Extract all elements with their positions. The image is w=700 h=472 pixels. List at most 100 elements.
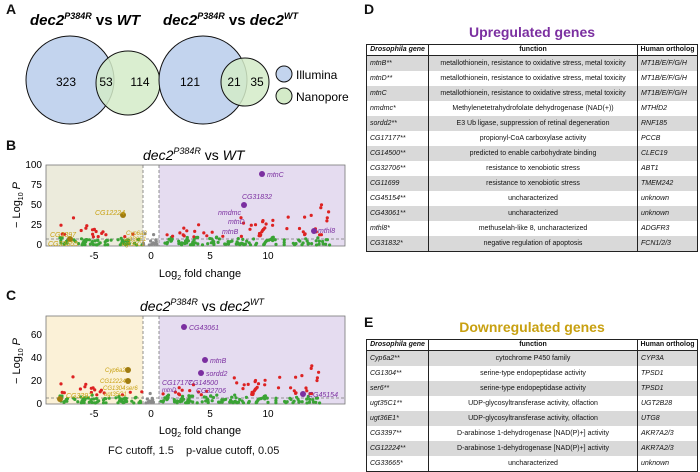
- volcano-c-frame: [45, 315, 346, 405]
- up-cell-func: resistance to xenobiotic stress: [428, 161, 638, 176]
- volcano-b-point: [264, 222, 268, 226]
- down-row: CG1304** serine-type endopeptidase activi…: [366, 366, 698, 381]
- up-cell-ortho: MT1B/E/F/G/H: [637, 71, 698, 86]
- volcano-b-point: [152, 242, 157, 246]
- volcano-b-point: [304, 237, 308, 241]
- up-cell-ortho: CLEC19: [637, 146, 698, 161]
- volcano-c-ytick: 0: [36, 399, 42, 410]
- volcano-c-point: [90, 400, 94, 405]
- volcano-c-point: [172, 400, 177, 404]
- down-header-gene: Drosophila gene: [366, 339, 429, 351]
- volcano-c-point: [102, 391, 106, 395]
- volcano-c-point: [175, 399, 179, 403]
- up-cell-ortho: MTHfD2: [637, 101, 698, 116]
- volcano-c-point: [278, 375, 282, 379]
- volcano-b-point: [59, 223, 63, 227]
- volcano-c-point: [234, 396, 238, 400]
- volcano-b-label-nmdmc: nmdmc: [218, 210, 241, 217]
- volcano-b-point: [154, 239, 158, 243]
- legend-nanopore-label: Nanopore: [296, 90, 349, 104]
- volcano-b-point: [135, 243, 139, 247]
- down-row: CG3397** D-arabinose 1-dehydrogenase [NAD…: [366, 426, 698, 441]
- volcano-c-point: [133, 396, 137, 400]
- volcano-b-label-mtnc: mtnC: [267, 172, 285, 179]
- volcano-c-point: [241, 401, 246, 405]
- volcano-b-point: [226, 242, 231, 246]
- up-row: CG32706** resistance to xenobiotic stress…: [366, 161, 698, 176]
- volcano-c-point: [289, 386, 293, 390]
- venn-right-illumina-count: 121: [180, 75, 200, 89]
- volcano-c-point: [251, 392, 255, 396]
- volcano-b-point: [155, 242, 159, 246]
- volcano-b-point: [121, 241, 125, 245]
- volcano-c-label-ugt35c1: ugt35C1: [104, 392, 127, 398]
- volcano-c-point: [300, 374, 304, 378]
- volcano-b-point: [142, 242, 146, 247]
- down-row: ugt36E1* UDP-glycosyltransferase activity…: [366, 411, 698, 426]
- volcano-c-point: [263, 383, 267, 387]
- volcano-c-ytick: 40: [31, 353, 43, 364]
- venn-left-title: dec2P384R vs WT: [30, 11, 142, 29]
- volcano-c-point: [253, 378, 258, 383]
- volcano-c-point: [95, 393, 99, 397]
- volcano-c-point: [238, 397, 242, 402]
- volcano-c-point: [310, 391, 314, 396]
- volcano-c-point: [200, 400, 204, 404]
- up-row: CG31832* negative regulation of apoptosis…: [366, 236, 698, 252]
- down-row: ugt35C1** UDP-glycosyltransferase activit…: [366, 396, 698, 411]
- volcano-b-point: [236, 237, 240, 241]
- down-cell-func: D-arabinose 1-dehydrogenase [NAD(P)+] ac…: [428, 441, 638, 456]
- volcano-b-point: [317, 239, 321, 243]
- volcano-b-point: [170, 238, 174, 242]
- volcano-c-point-cg3397: [57, 396, 63, 402]
- volcano-b-point: [248, 227, 252, 231]
- volcano-c-point-cg43061: [181, 324, 187, 330]
- volcano-c-point: [235, 381, 239, 385]
- volcano-c-point: [90, 393, 94, 397]
- volcano-b-point: [324, 242, 328, 246]
- up-row: mthl8* methuselah-like 8, uncharacterized…: [366, 221, 698, 236]
- volcano-b-point: [62, 242, 66, 246]
- volcano-b-point: [116, 238, 120, 242]
- volcano-b-point: [221, 234, 225, 238]
- volcano-c-point: [128, 390, 132, 394]
- volcano-c-label-cg1304: CG1304: [103, 386, 126, 392]
- volcano-b-point: [271, 218, 275, 222]
- up-cell-func: metallothionein, resistance to oxidative…: [428, 55, 638, 71]
- volcano-b-point: [131, 232, 135, 236]
- up-cell-gene: mtnC: [366, 86, 429, 101]
- volcano-c-point: [149, 400, 153, 404]
- up-row: CG14500** predicted to enable carbohydrat…: [366, 146, 698, 161]
- volcano-b-xtick: 5: [207, 251, 213, 262]
- downregulated-title: Downregulated genes: [459, 319, 605, 335]
- volcano-c-point: [265, 396, 269, 400]
- down-cell-gene: CG1304**: [366, 366, 429, 381]
- volcano-c-point: [310, 364, 314, 368]
- volcano-b-ytick: 100: [25, 160, 42, 171]
- up-cell-gene: CG17177**: [366, 131, 429, 146]
- up-cell-ortho: RNF185: [637, 116, 698, 131]
- volcano-c-label-mtnb: mtnB: [210, 358, 227, 365]
- volcano-c-point: [211, 395, 216, 400]
- volcano-b-point: [252, 237, 256, 241]
- volcano-b-label-ugt35c1: ugt35C1: [122, 242, 145, 248]
- up-header-gene: Drosophila gene: [366, 44, 429, 56]
- volcano-b-xlabel: Log2 fold change: [159, 268, 241, 282]
- volcano-c-point: [215, 393, 219, 397]
- volcano-c-point: [188, 399, 192, 403]
- volcano-c-point: [314, 400, 318, 404]
- up-row: CG43061** uncharacterized unknown: [366, 206, 698, 221]
- volcano-b-point: [83, 243, 87, 247]
- up-cell-ortho: FCN1/2/3: [637, 236, 698, 252]
- volcano-c-point: [233, 393, 237, 397]
- volcano-c-label-cg17177: CG17177: [162, 380, 193, 387]
- up-cell-ortho: MT1B/E/F/G/H: [637, 55, 698, 71]
- volcano-c-xtick: 5: [207, 409, 213, 420]
- volcano-c-ytick: 20: [31, 376, 43, 387]
- volcano-c-point: [220, 398, 224, 402]
- volcano-c-point: [163, 396, 167, 400]
- volcano-b-point-cg31832: [241, 202, 247, 208]
- volcano-b-label-cyp6a2: Cyp6a2: [126, 231, 147, 237]
- volcano-c-point: [205, 397, 209, 401]
- volcano-c-label-cg3397: CG3397: [66, 393, 93, 400]
